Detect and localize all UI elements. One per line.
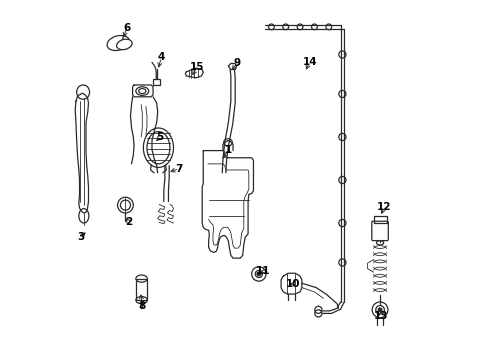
Text: 7: 7 — [175, 163, 183, 174]
Text: 12: 12 — [376, 202, 391, 212]
Text: 8: 8 — [139, 301, 145, 311]
Text: 2: 2 — [125, 217, 132, 227]
Text: 10: 10 — [285, 279, 300, 289]
Text: 13: 13 — [373, 311, 388, 321]
Text: 15: 15 — [189, 62, 204, 72]
Circle shape — [378, 308, 381, 312]
Text: 4: 4 — [157, 52, 164, 62]
Text: 9: 9 — [233, 58, 240, 68]
Ellipse shape — [117, 39, 132, 50]
Text: 5: 5 — [156, 132, 163, 142]
Text: 6: 6 — [123, 23, 130, 33]
Circle shape — [257, 272, 260, 276]
Text: 3: 3 — [77, 232, 84, 242]
Text: 11: 11 — [256, 266, 270, 276]
FancyBboxPatch shape — [153, 79, 159, 85]
Text: 1: 1 — [224, 144, 231, 154]
FancyBboxPatch shape — [371, 221, 387, 240]
FancyBboxPatch shape — [136, 279, 147, 300]
Text: 14: 14 — [302, 57, 316, 67]
